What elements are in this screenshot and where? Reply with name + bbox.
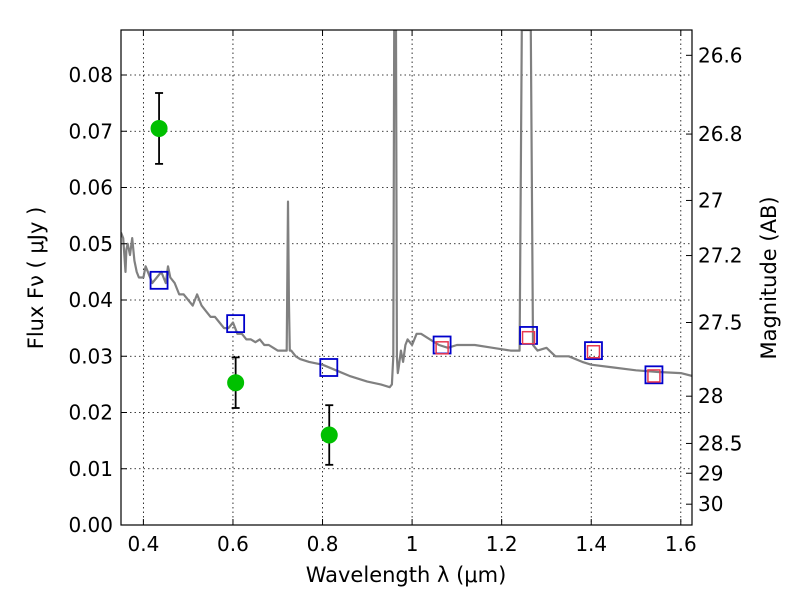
model-flux-square-inner (647, 369, 661, 383)
model-flux-square (319, 358, 339, 377)
x-tick-label: 0.6 (217, 532, 249, 556)
y-tick-label: 0.02 (68, 401, 113, 425)
model-flux-square (644, 365, 664, 385)
y-tick-label: 0.04 (68, 288, 113, 312)
y2-tick-label: 27.5 (698, 311, 743, 335)
y-axis-label: Flux Fν ( μJy ) (24, 207, 48, 350)
x-tick-label: 1.6 (665, 532, 697, 556)
y2-tick-label: 26.6 (698, 43, 743, 67)
axis-ticks: 0.4 0.6 0.8 1 1.2 1.4 1.6 0.00 0.01 0.02 0.03 0.04 0… (68, 30, 743, 556)
y2-tick-label: 29 (698, 461, 723, 485)
model-flux-square-inner (435, 341, 449, 355)
y-tick-label: 0.05 (68, 232, 113, 256)
model-flux-square-inner (586, 345, 601, 359)
model-flux-square (226, 314, 246, 334)
spectrum-line (121, 30, 692, 389)
observed-flux-point (320, 426, 338, 444)
x-tick-label: 0.8 (307, 532, 339, 556)
plot-frame (120, 29, 693, 526)
plot-area (121, 30, 692, 525)
y-tick-label: 0.00 (68, 513, 113, 537)
y2-tick-label: 26.8 (698, 122, 743, 146)
x-tick-label: 0.4 (127, 532, 159, 556)
model-flux-square-inner (521, 330, 536, 345)
y2-tick-label: 28.5 (698, 431, 743, 455)
y2-tick-label: 27 (698, 188, 723, 212)
y2-tick-label: 30 (698, 492, 723, 516)
x-tick-label: 1.4 (575, 532, 607, 556)
y2-tick-label: 28 (698, 384, 723, 408)
grid-lines (121, 30, 692, 526)
observed-flux-point (150, 119, 168, 137)
y-tick-label: 0.08 (68, 63, 113, 87)
y-tick-label: 0.07 (68, 119, 113, 143)
model-flux-square (584, 341, 603, 361)
y-tick-label: 0.03 (68, 344, 113, 368)
y2-tick-label: 27.2 (698, 244, 743, 268)
data-markers (149, 92, 664, 466)
y-tick-label: 0.06 (68, 176, 113, 200)
observed-flux-point (227, 374, 245, 392)
x-tick-label: 1 (406, 532, 419, 556)
x-axis-label: Wavelength λ (μm) (306, 563, 507, 587)
model-spectrum (121, 30, 692, 389)
y2-axis-label: Magnitude (AB) (757, 196, 781, 359)
model-flux-square (149, 270, 169, 290)
y-tick-label: 0.01 (68, 457, 113, 481)
x-tick-label: 1.2 (486, 532, 518, 556)
